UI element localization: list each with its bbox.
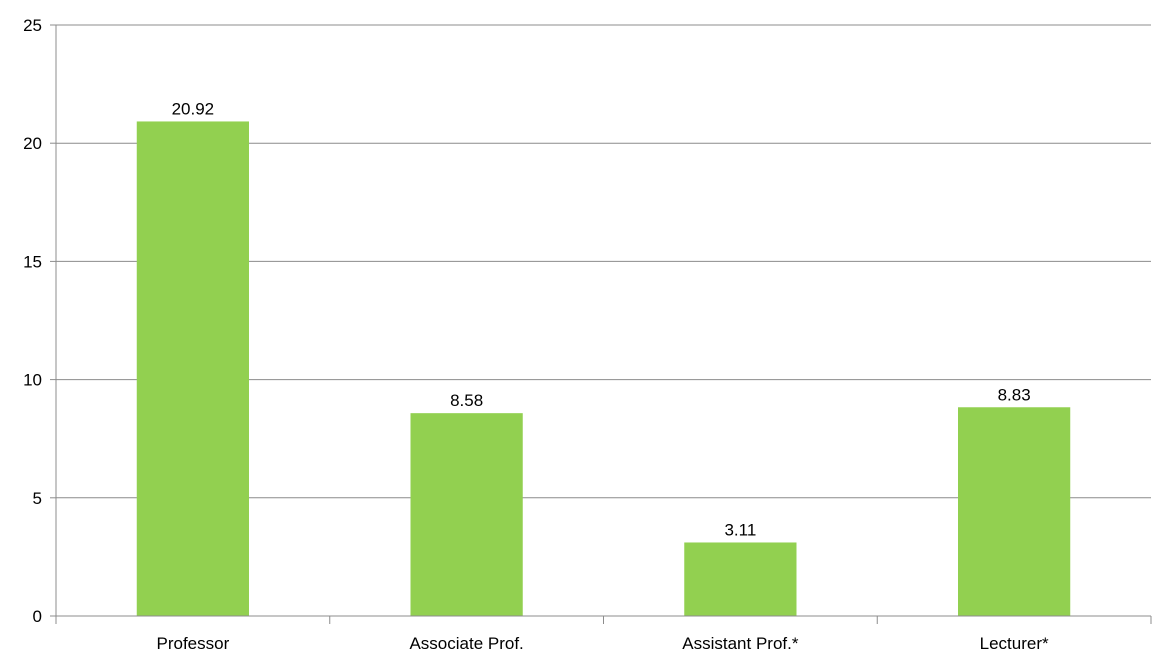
- y-tick-label: 0: [33, 607, 42, 626]
- y-tick-label: 10: [23, 371, 42, 390]
- data-label: 20.92: [172, 99, 215, 118]
- x-tick-label: Assistant Prof.*: [682, 634, 799, 653]
- bar-professor: [136, 121, 249, 616]
- bar-associate-prof: [410, 413, 523, 616]
- x-tick-label: Associate Prof.: [409, 634, 523, 653]
- data-label: 8.83: [998, 385, 1031, 404]
- bar-lecturer: [958, 407, 1071, 616]
- y-tick-label: 5: [33, 489, 42, 508]
- x-tick-label: Professor: [157, 634, 230, 653]
- x-tick-label: Lecturer*: [980, 634, 1049, 653]
- bar-assistant-prof: [684, 542, 797, 616]
- y-tick-label: 25: [23, 16, 42, 35]
- bars: [136, 121, 1071, 616]
- data-label: 3.11: [724, 520, 756, 539]
- labels: 0 5 10 15 20 25 20.92 Professor 8.58 Associate Pr…: [23, 16, 1049, 653]
- axes: [50, 24, 1152, 624]
- y-tick-label: 20: [23, 134, 42, 153]
- y-tick-label: 15: [23, 252, 42, 271]
- data-label: 8.58: [450, 391, 483, 410]
